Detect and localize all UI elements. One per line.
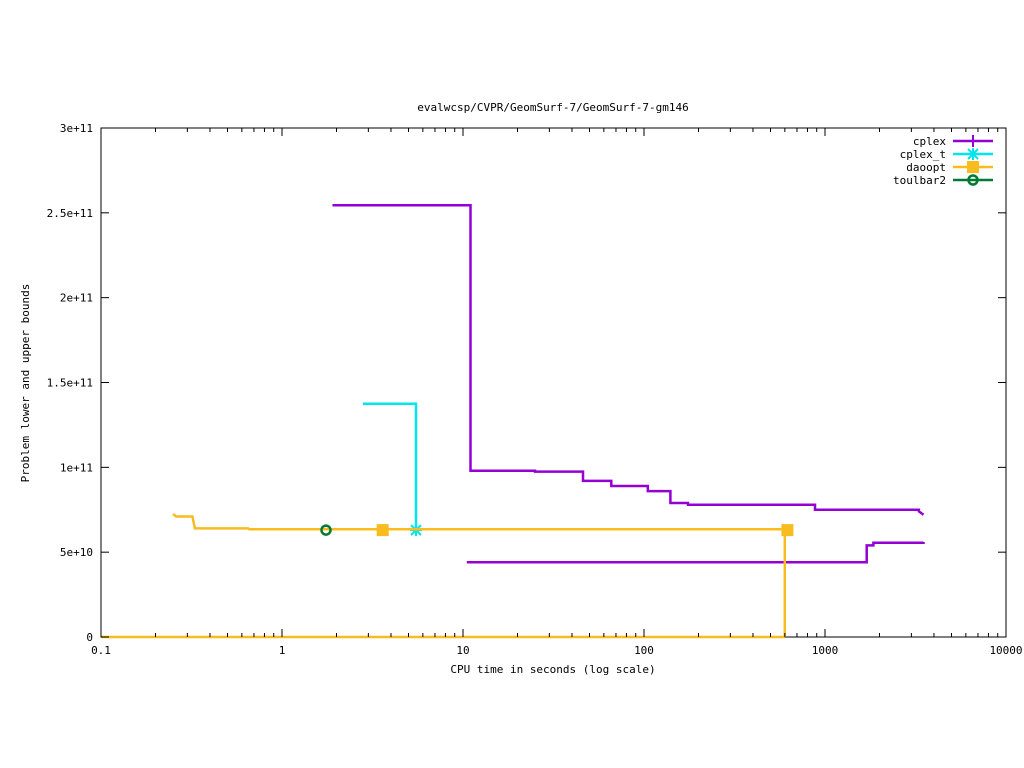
legend-marker [967, 135, 979, 147]
x-tick-label: 0.1 [91, 644, 111, 657]
x-tick-label: 10000 [989, 644, 1022, 657]
legend-label: daoopt [906, 161, 946, 174]
data-point [320, 524, 332, 536]
series-line [466, 541, 925, 564]
legend-marker [967, 161, 979, 173]
x-tick-label: 1000 [812, 644, 839, 657]
series-line [172, 513, 787, 637]
legend-label: toulbar2 [893, 174, 946, 187]
series-daoopt [101, 513, 794, 639]
y-tick-label: 2e+11 [60, 292, 93, 305]
legend-marker [967, 148, 979, 160]
y-tick-label: 2.5e+11 [47, 207, 93, 220]
axis-ticks: 0 5e+10 1e+11 1.5e+11 2e+11 2.5e+11 3e+11 0.1 1 1… [47, 122, 1023, 657]
legend-marker [967, 174, 979, 186]
series-cplex_t [362, 402, 423, 537]
x-axis-label: CPU time in seconds (log scale) [450, 663, 655, 676]
y-axis-label: Problem lower and upper bounds [19, 284, 32, 483]
plot-area [100, 127, 1007, 639]
series-line [332, 203, 925, 516]
x-tick-label: 1 [279, 644, 286, 657]
series-line [362, 402, 418, 531]
series-cplex [332, 203, 925, 564]
x-tick-label: 10 [456, 644, 469, 657]
y-tick-label: 3e+11 [60, 122, 93, 135]
series-toulbar2 [320, 524, 332, 536]
y-tick-label: 0 [86, 631, 93, 644]
x-tick-label: 100 [634, 644, 654, 657]
y-tick-label: 5e+10 [60, 546, 93, 559]
data-point [781, 524, 794, 537]
legend-label: cplex [913, 135, 946, 148]
legend-label: cplex_t [900, 148, 946, 161]
data-point [376, 524, 389, 537]
y-tick-label: 1e+11 [60, 461, 93, 474]
y-tick-label: 1.5e+11 [47, 377, 93, 390]
plot-border [100, 127, 1007, 638]
chart-title: evalwcsp/CVPR/GeomSurf-7/GeomSurf-7-gm14… [417, 101, 689, 114]
